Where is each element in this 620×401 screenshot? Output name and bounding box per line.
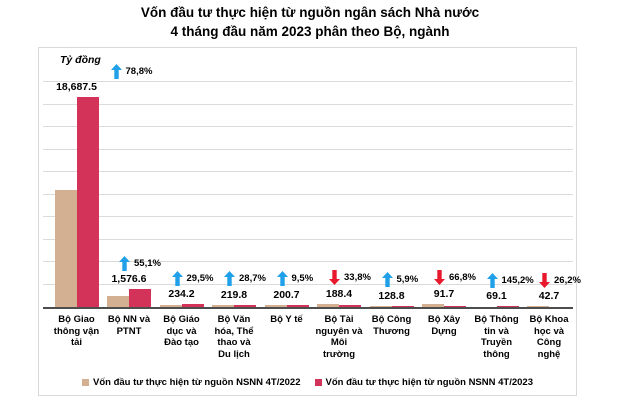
up-arrow-icon [119,255,130,271]
value-label: 91.7 [433,287,455,300]
chart-title-line2: 4 tháng đầu năm 2023 phân theo Bộ, ngành [170,24,450,39]
legend-swatch [82,379,90,386]
pct-change-label: 29,5% [186,272,214,284]
gridline [43,283,573,285]
down-arrow-icon [434,270,445,286]
value-label: 128.8 [378,289,405,302]
value-label: 69.1 [486,290,507,303]
down-arrow-icon [539,272,550,288]
pct-change-annotation: 9,5% [276,271,314,287]
bar-2023 [129,289,151,307]
legend-label: Vốn đầu tư thực hiện từ nguồn NSNN 4T/20… [325,377,533,388]
bar-2022 [159,304,182,307]
category-tick-label: Bộ Giao thông vận tải [53,314,100,348]
up-arrow-icon [381,272,393,288]
gridline [43,103,573,105]
chart-title-line1: Vốn đầu tư thực hiện từ nguồn ngân sách … [140,5,480,20]
bar-2022 [264,304,287,307]
bar-2023 [391,305,414,307]
pct-change-annotation: 28,7% [224,271,266,287]
value-label: 42.7 [538,290,560,303]
bar-2023 [234,304,256,307]
gridline [43,126,573,128]
category-tick-label: Bộ Công Thương [371,314,412,337]
legend-label: Vốn đầu tư thực hiện từ nguồn NSNN 4T/20… [93,377,301,388]
category-tick-label: Bộ Xây Dựng [427,314,461,337]
pct-change-annotation: 29,5% [171,270,214,286]
up-arrow-icon [486,272,498,288]
pct-change-label: 145,2% [501,274,534,286]
gridline [43,171,573,173]
chart-title: Vốn đầu tư thực hiện từ nguồn ngân sách … [0,3,620,41]
value-label: 188.4 [325,287,353,300]
bar-2023 [339,304,361,307]
gridline [43,216,573,218]
x-axis-tick-labels: Bộ Giao thông vận tải Bộ NN và PTNT Bộ Giá… [43,314,573,372]
category-tick-label: Bộ Giáo dục và Đào tạo [163,314,200,348]
bar-2023 [76,97,99,307]
category-tick-label: Bộ Khoa học và Công nghệ [529,314,569,360]
bar-2023 [444,305,466,307]
up-arrow-icon [224,271,235,287]
bar-2022 [317,303,339,307]
up-arrow-icon [171,270,183,286]
bar-2023 [286,304,309,307]
category-tick-label: Bộ Thông tin và Truyền thông [474,314,519,360]
pct-change-annotation: 78,8% [110,63,153,79]
value-label: 219.8 [220,288,248,301]
bar-2023 [181,304,204,307]
legend-item: Vốn đầu tư thực hiện từ nguồn NSNN 4T/20… [314,377,533,388]
pct-change-annotation: 5,9% [381,272,419,288]
bar-2022 [422,303,444,307]
up-arrow-icon [276,271,288,287]
plot-area: 18,687.5 78,8% 1,576.6 55,1% 234.2 29,5% 219.8… [43,48,581,307]
value-label: 234.2 [168,288,195,301]
pct-change-label: 28,7% [239,273,266,285]
category-tick-label: Bộ Tài nguyên và Môi trường [315,314,363,360]
bar-2022 [212,305,234,307]
bar-2022 [369,305,392,307]
value-label: 18,687.5 [56,81,97,93]
bar-2023 [496,306,519,307]
gridline [43,81,573,83]
x-axis-line [43,307,573,309]
pct-change-annotation: 145,2% [486,272,534,288]
up-arrow-icon [110,63,122,79]
gridline [43,238,573,240]
bar-2022 [107,295,129,307]
gridline [43,261,573,263]
chart-panel: Tỷ đồng 18,687.5 78,8% 1,576.6 55,1% 234.2 29… [38,47,581,396]
pct-change-annotation: 33,8% [329,270,371,286]
category-tick-label: Bộ Văn hóa, Thể thao và Du lịch [214,314,254,360]
legend-swatch [314,379,322,386]
bar-2022 [527,306,549,307]
y-axis-unit-label: Tỷ đồng [60,54,101,66]
pct-change-label: 5,9% [396,274,419,286]
pct-change-annotation: 26,2% [539,272,581,288]
pct-change-label: 33,8% [344,272,371,284]
value-label: 1,576.6 [111,273,147,286]
pct-change-annotation: 55,1% [119,255,161,271]
gridline [43,148,573,150]
pct-change-label: 26,2% [554,274,581,286]
category-tick-label: Bộ Y tế [270,314,303,325]
pct-change-annotation: 66,8% [434,270,476,286]
down-arrow-icon [329,270,340,286]
value-label: 200.7 [273,288,300,301]
gridline [43,193,573,195]
pct-change-label: 66,8% [449,272,476,284]
bar-2022 [54,189,77,307]
pct-change-label: 9,5% [291,273,314,285]
category-tick-label: Bộ NN và PTNT [107,314,151,337]
pct-change-label: 55,1% [134,257,161,269]
legend-item: Vốn đầu tư thực hiện từ nguồn NSNN 4T/20… [82,377,301,388]
legend: Vốn đầu tư thực hiện từ nguồn NSNN 4T/20… [39,377,576,388]
pct-change-label: 78,8% [125,65,153,77]
